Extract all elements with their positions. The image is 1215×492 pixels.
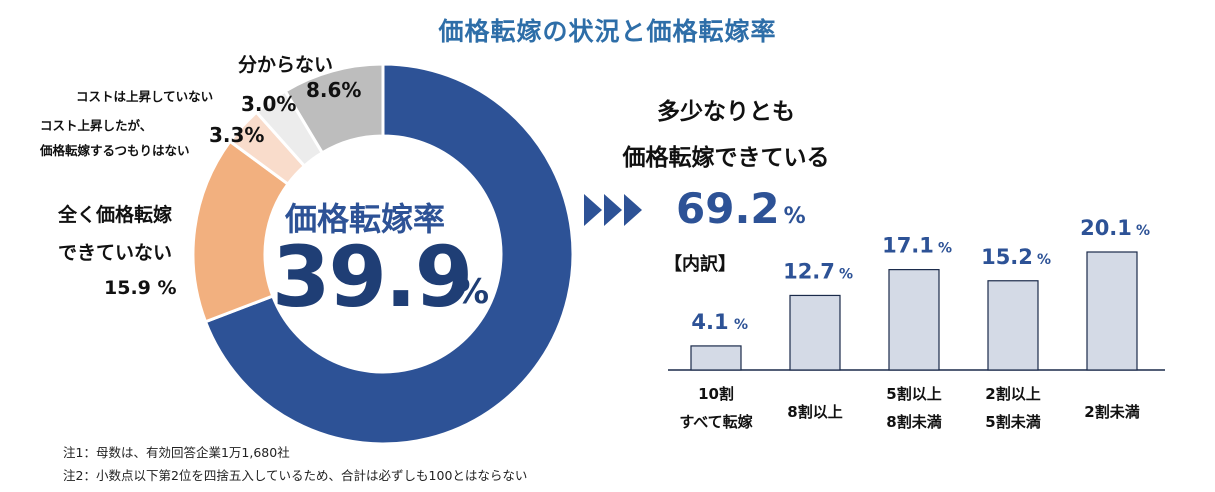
bar-value-unit-2: % [938, 241, 952, 257]
bar-value-unit-3: % [1037, 252, 1051, 268]
bar-value-label-2: 17.1 [882, 234, 934, 258]
note-2: 注2：小数点以下第2位を四捨五入しているため、合計は必ずしも100とはならない [63, 468, 528, 483]
headline-value-unit: % [783, 204, 806, 229]
donut-center-label: 価格転嫁率 [284, 200, 445, 238]
bar-1 [789, 294, 841, 371]
bar-category-label-3-0: 2割以上 [985, 385, 1040, 403]
bar-category-label-4-0: 2割未満 [1084, 403, 1139, 421]
label-none-pct: 15.9 % [104, 277, 177, 299]
bar-value-unit-0: % [734, 317, 748, 333]
breakdown-label: 【内訳】 [664, 254, 736, 275]
label-none-line2: できていない [58, 242, 173, 264]
headline-line2: 価格転嫁できている [622, 145, 830, 171]
bar-value-unit-1: % [839, 266, 853, 282]
headline-value: 69.2% [676, 184, 806, 233]
label-plan-line1: コスト上昇したが、 [40, 118, 153, 133]
bar-0 [690, 345, 742, 371]
bar-category-label-1-0: 8割以上 [787, 403, 842, 421]
chart-title: 価格転嫁の状況と価格転嫁率 [438, 17, 777, 46]
bar-2 [888, 269, 940, 371]
bar-category-label-3-1: 5割未満 [985, 413, 1040, 431]
bar-category-label-0-0: 10割 [698, 385, 734, 403]
bar-value-label-1: 12.7 [783, 259, 835, 283]
note-1: 注1：母数は、有効回答企業1万1,680社 [63, 445, 290, 460]
bar-category-label-2-0: 5割以上 [886, 385, 941, 403]
label-none-line1: 全く価格転嫁 [58, 204, 173, 226]
label-unknown-title: 分からない [238, 54, 334, 76]
label-plan-pct: 3.3% [209, 123, 265, 147]
label-plan-line2: 価格転嫁するつもりはない [40, 143, 190, 158]
bar-category-label-0-1: すべて転嫁 [679, 413, 752, 431]
label-no-cost-rise-pct: 3.0% [241, 92, 297, 116]
donut-center-value: 39.9 [272, 228, 473, 326]
bar-value-label-4: 20.1 [1080, 216, 1132, 240]
donut-slice-4 [283, 62, 385, 155]
donut-slice-0 [203, 62, 575, 446]
headline-value-number: 69.2 [676, 184, 780, 233]
bar-3 [987, 280, 1039, 371]
bar-value-label-0: 4.1 [691, 310, 728, 334]
label-no-cost-rise-title: コストは上昇していない [76, 89, 214, 104]
label-unknown-pct: 8.6% [306, 78, 362, 102]
bar-value-unit-4: % [1136, 223, 1150, 239]
bar-value-label-3: 15.2 [981, 245, 1033, 269]
headline-line1: 多少なりとも [657, 99, 795, 125]
bar-4 [1086, 251, 1138, 371]
triple-arrow-icon [584, 194, 642, 226]
bar-category-label-2-1: 8割未満 [886, 413, 941, 431]
donut-center-unit: % [455, 272, 490, 312]
